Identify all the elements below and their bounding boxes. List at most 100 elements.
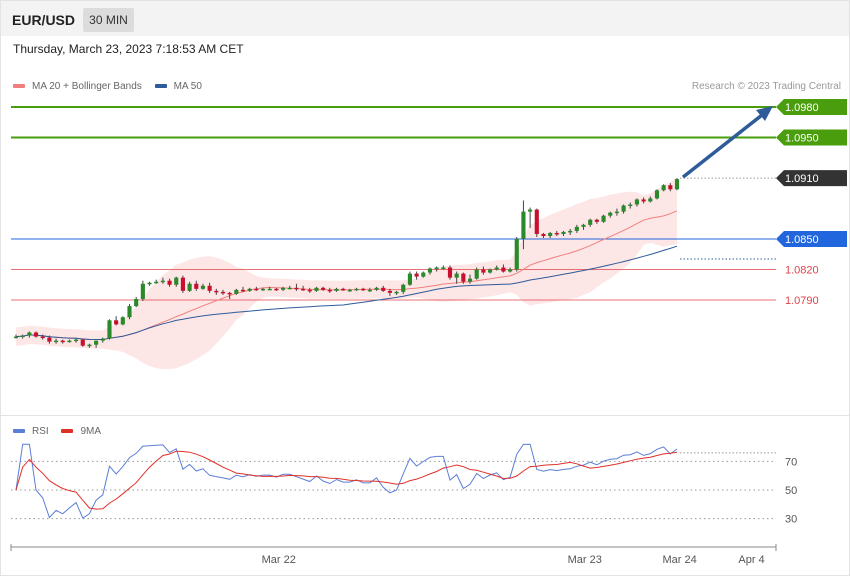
candle-body: [200, 285, 206, 289]
candle-body: [160, 280, 165, 283]
candle-body: [60, 340, 65, 343]
candle-body: [207, 285, 212, 291]
candle-body: [307, 289, 312, 292]
candle-body: [407, 273, 412, 285]
candle-body: [381, 287, 386, 291]
target-arrow-shaft: [681, 113, 764, 179]
candle-body: [361, 288, 366, 291]
rsi-level-label-70: 70: [785, 456, 797, 468]
candle-body: [120, 317, 125, 325]
candle-body: [147, 282, 152, 285]
candle-body: [187, 283, 192, 291]
candle-body: [474, 269, 479, 279]
candle-body: [33, 332, 39, 337]
candle-body: [387, 290, 392, 293]
candle-body: [534, 209, 539, 234]
candle-body: [367, 289, 372, 292]
candle-body: [467, 278, 473, 282]
candle-body: [454, 273, 459, 278]
candle-body: [341, 288, 346, 291]
candle-body: [220, 291, 226, 294]
bollinger-band: [16, 177, 677, 370]
candle-body: [167, 280, 172, 285]
candle-body: [601, 215, 606, 222]
candle-body: [548, 232, 553, 237]
level-tag-1-0850: [776, 231, 847, 248]
candle-body: [114, 320, 119, 325]
candle-body: [588, 219, 593, 225]
legend-ma50: MA 50: [154, 81, 202, 92]
chart-header: EUR/USD 30 MIN: [1, 1, 849, 36]
price-legend: MA 20 + Bollinger Bands MA 50: [13, 81, 202, 92]
candle-body: [508, 269, 513, 272]
candle-body: [174, 277, 179, 285]
candle-body: [674, 179, 680, 190]
candle-body: [414, 273, 419, 277]
research-credit: Research © 2023 Trading Central: [691, 81, 841, 92]
legend-swatch-ma50: [154, 84, 167, 89]
candle-body: [621, 205, 626, 212]
level-label-1-0790: 1.0790: [785, 295, 819, 307]
candle-body: [100, 338, 105, 341]
candle-body: [421, 272, 426, 277]
legend-swatch-ma20: [13, 84, 25, 89]
legend-rsi: RSI: [13, 426, 49, 437]
candle-body: [394, 291, 399, 294]
legend-label-rsi: RSI: [32, 426, 49, 437]
candle-body: [321, 287, 326, 290]
candle-body: [260, 288, 266, 291]
candle-body: [127, 306, 132, 318]
candle-body: [481, 269, 486, 273]
candle-body: [434, 267, 439, 269]
level-label-1-0910: 1.0910: [785, 173, 819, 185]
candle-body: [594, 219, 599, 222]
candle-body: [608, 212, 613, 216]
candle-body: [74, 339, 79, 342]
candle-body: [107, 320, 112, 339]
candle-body: [267, 288, 272, 291]
candle-body: [501, 267, 506, 272]
candle-body: [227, 292, 232, 295]
level-label-1-0850: 1.0850: [785, 234, 819, 246]
candle-body: [80, 339, 85, 346]
level-tag-1-0950: [776, 129, 847, 146]
candle-body: [568, 230, 573, 233]
candle-body: [541, 233, 546, 237]
level-label-1-0820: 1.0820: [785, 265, 819, 277]
candle-body: [334, 288, 339, 291]
symbol-title: EUR/USD: [12, 12, 76, 28]
time-label: Mar 24: [662, 554, 696, 566]
time-label: Mar 22: [262, 554, 296, 566]
candle-body: [347, 289, 352, 292]
candle-body: [401, 284, 406, 292]
candle-body: [20, 335, 25, 338]
candle-body: [441, 267, 446, 269]
candle-body: [641, 199, 646, 202]
candle-body: [240, 289, 246, 292]
time-label: Apr 4: [738, 554, 764, 566]
candle-body: [40, 336, 45, 339]
interval-button[interactable]: 30 MIN: [83, 8, 134, 32]
candle-body: [661, 185, 666, 191]
candle-body: [427, 268, 433, 273]
rsi-level-label-30: 30: [785, 514, 797, 526]
candle-body: [461, 273, 466, 282]
candle-body: [648, 198, 653, 202]
candle-body: [140, 283, 145, 299]
candle-body: [668, 185, 673, 190]
legend-9ma: 9MA: [61, 426, 101, 437]
candle-body: [47, 337, 52, 342]
candle-body: [94, 340, 99, 345]
candle-body: [274, 288, 279, 291]
candle-body: [53, 340, 59, 343]
candle-body: [281, 287, 286, 290]
rsi-9ma-line: [15, 450, 678, 510]
candle-body: [13, 336, 19, 339]
legend-swatch-9ma: [61, 429, 74, 434]
candle-body: [614, 211, 619, 214]
candle-body: [521, 211, 526, 240]
candle-body: [234, 289, 239, 294]
candle-body: [628, 204, 633, 207]
rsi-line: [15, 443, 678, 519]
